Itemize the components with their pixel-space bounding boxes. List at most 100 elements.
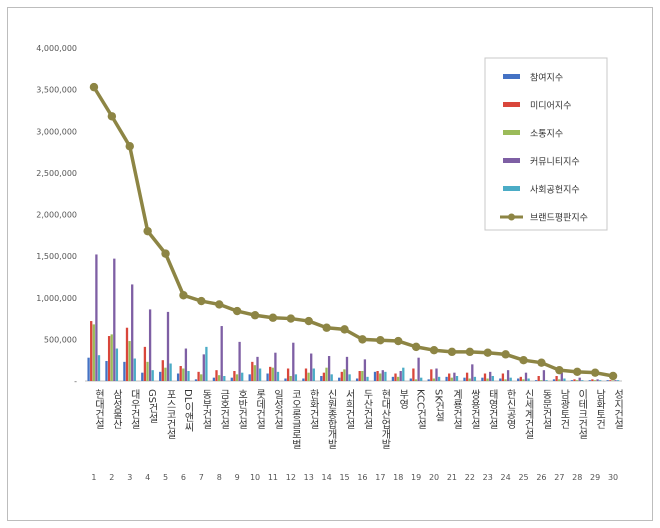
rank-label: 25 <box>518 473 528 482</box>
bar-참여지수 <box>499 378 502 381</box>
x-category-label: 금호건설 <box>218 389 230 429</box>
bar-커뮤니티지수 <box>184 348 188 381</box>
bar-사회공헌지수 <box>455 376 459 381</box>
legend-label: 참여지수 <box>530 72 563 84</box>
rank-label: 23 <box>483 473 493 482</box>
line-point <box>483 348 492 357</box>
bar-사회공헌지수 <box>527 378 530 381</box>
bar-참여지수 <box>427 379 430 381</box>
bar-커뮤니티지수 <box>113 258 116 381</box>
bar-사회공헌지수 <box>420 377 423 381</box>
bar-커뮤니티지수 <box>417 357 420 381</box>
line-point <box>304 316 313 326</box>
bar-미디어지수 <box>322 372 326 381</box>
bar-참여지수 <box>409 378 412 381</box>
bar-사회공헌지수 <box>241 372 244 381</box>
bar-참여지수 <box>463 377 466 381</box>
bar-미디어지수 <box>304 368 308 381</box>
x-category-label: 성지건설 <box>612 389 624 429</box>
bar-사회공헌지수 <box>151 370 154 381</box>
line-point <box>608 371 618 381</box>
bar-사회공헌지수 <box>187 371 190 381</box>
bar-소통지수 <box>307 372 310 381</box>
bar-미디어지수 <box>125 327 129 381</box>
bar-참여지수 <box>141 372 144 381</box>
rank-label: 8 <box>217 473 222 482</box>
bar-커뮤니티지수 <box>95 254 98 381</box>
bar-사회공헌지수 <box>599 380 602 381</box>
bar-미디어지수 <box>286 368 290 381</box>
bar-소통지수 <box>182 368 185 381</box>
bar-커뮤니티지수 <box>542 370 546 381</box>
bar-소통지수 <box>486 378 489 381</box>
bar-참여지수 <box>248 374 251 381</box>
bar-소통지수 <box>164 367 167 381</box>
bar-참여지수 <box>284 378 287 381</box>
bar-미디어지수 <box>591 379 594 381</box>
bar-미디어지수 <box>161 360 164 381</box>
line-point <box>197 296 206 306</box>
bar-커뮤니티지수 <box>131 284 134 381</box>
bar-소통지수 <box>235 374 239 381</box>
bar-참여지수 <box>87 357 90 381</box>
rank-label: 17 <box>375 473 385 482</box>
bar-참여지수 <box>517 378 520 381</box>
x-category-label: 동문건설 <box>540 389 552 429</box>
x-category-label: 부영 <box>397 389 409 409</box>
bar-커뮤니티지수 <box>363 359 367 381</box>
bar-미디어지수 <box>143 346 147 381</box>
bar-소통지수 <box>343 369 346 381</box>
bar-미디어지수 <box>215 370 218 381</box>
legend-swatch <box>503 130 520 135</box>
line-point <box>519 355 528 365</box>
bar-커뮤니티지수 <box>524 372 528 381</box>
bar-참여지수 <box>105 361 108 381</box>
bar-소통지수 <box>379 373 382 381</box>
bar-미디어지수 <box>412 368 415 381</box>
x-category-label: 현대건설 <box>92 389 104 429</box>
bar-미디어지수 <box>465 372 469 381</box>
x-category-label: 코오롱글로벌 <box>289 389 301 449</box>
x-category-label: 포스코건설 <box>164 389 176 439</box>
bar-소통지수 <box>146 361 149 381</box>
bar-사회공헌지수 <box>581 380 584 381</box>
line-point <box>322 323 331 332</box>
bar-참여지수 <box>552 379 556 381</box>
bar-커뮤니티지수 <box>292 342 295 381</box>
bar-커뮤니티지수 <box>327 356 331 381</box>
bar-사회공헌지수 <box>223 376 226 381</box>
bar-커뮤니티지수 <box>560 372 563 381</box>
bar-미디어지수 <box>340 371 343 381</box>
x-category-label: 남광토건 <box>558 389 570 429</box>
line-point <box>411 342 421 352</box>
y-tick-label: 2,500,000 <box>36 169 77 178</box>
line-point <box>286 314 296 323</box>
bar-미디어지수 <box>376 371 379 381</box>
bar-사회공헌지수 <box>616 380 620 381</box>
x-category-label: 계룡건설 <box>450 389 462 429</box>
bar-참여지수 <box>302 378 305 381</box>
rank-label: 29 <box>590 473 600 482</box>
x-category-label: KCC건설 <box>415 389 427 429</box>
bar-사회공헌지수 <box>348 374 351 381</box>
rank-label: 20 <box>429 473 439 482</box>
x-category-label: 롯데건설 <box>254 389 266 429</box>
bar-사회공헌지수 <box>294 374 298 381</box>
bar-미디어지수 <box>573 379 576 381</box>
legend-swatch <box>503 74 520 79</box>
bar-커뮤니티지수 <box>453 372 456 381</box>
bar-참여지수 <box>320 376 323 381</box>
bar-소통지수 <box>325 367 328 381</box>
bar-소통지수 <box>575 380 579 381</box>
bar-소통지수 <box>414 379 418 381</box>
bar-사회공헌지수 <box>133 358 136 381</box>
rank-label: 9 <box>235 473 240 482</box>
bar-참여지수 <box>194 379 198 381</box>
bar-커뮤니티지수 <box>148 309 152 381</box>
x-category-label: 현대산업개발 <box>379 389 391 449</box>
bar-커뮤니티지수 <box>220 326 223 381</box>
y-tick-label: - <box>74 377 77 386</box>
legend-label: 미디어지수 <box>530 101 571 112</box>
